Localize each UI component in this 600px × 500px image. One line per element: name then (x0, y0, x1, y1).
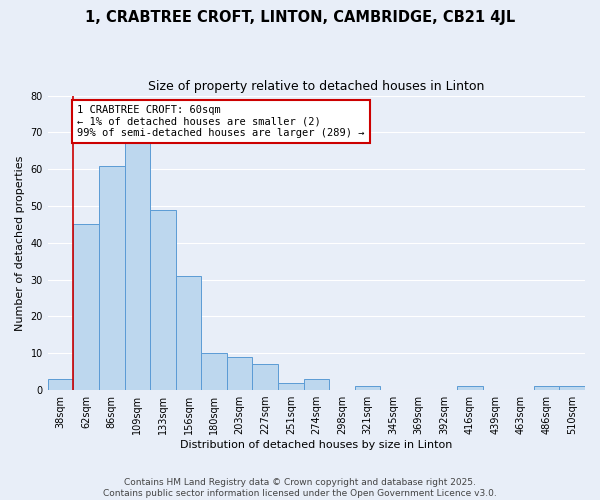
Text: Contains HM Land Registry data © Crown copyright and database right 2025.
Contai: Contains HM Land Registry data © Crown c… (103, 478, 497, 498)
Bar (534, 386, 559, 390)
Bar (99, 166, 125, 390)
Bar (304, 379, 329, 390)
Bar (253, 364, 278, 390)
Bar (48, 379, 73, 390)
Bar (355, 386, 380, 390)
Bar (227, 357, 253, 390)
Bar (73, 224, 99, 390)
Bar (559, 386, 585, 390)
Bar (150, 210, 176, 390)
Bar (176, 276, 201, 390)
Bar (201, 354, 227, 390)
Bar (278, 382, 304, 390)
Title: Size of property relative to detached houses in Linton: Size of property relative to detached ho… (148, 80, 485, 93)
Text: 1 CRABTREE CROFT: 60sqm
← 1% of detached houses are smaller (2)
99% of semi-deta: 1 CRABTREE CROFT: 60sqm ← 1% of detached… (77, 105, 365, 138)
Bar (125, 144, 150, 390)
X-axis label: Distribution of detached houses by size in Linton: Distribution of detached houses by size … (180, 440, 452, 450)
Text: 1, CRABTREE CROFT, LINTON, CAMBRIDGE, CB21 4JL: 1, CRABTREE CROFT, LINTON, CAMBRIDGE, CB… (85, 10, 515, 25)
Y-axis label: Number of detached properties: Number of detached properties (15, 155, 25, 330)
Bar (457, 386, 482, 390)
